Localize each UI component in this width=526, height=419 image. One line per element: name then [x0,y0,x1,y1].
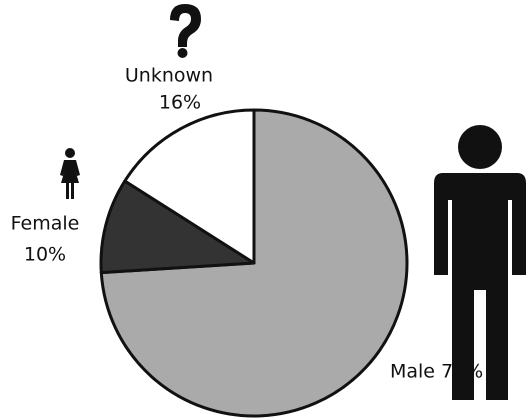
slice-name: Female [11,213,80,235]
unknown-icon [170,4,201,58]
pie-slice [99,179,256,275]
slice-value-label: 16% [159,92,201,114]
pie-slice [123,108,256,265]
female-icon [60,148,80,199]
slice-name: Male [390,361,435,383]
slice-value-label: 74% [441,361,483,383]
slice-name: Unknown [125,65,213,87]
slice-value-label: 10% [24,244,66,266]
male-icon [434,125,526,400]
